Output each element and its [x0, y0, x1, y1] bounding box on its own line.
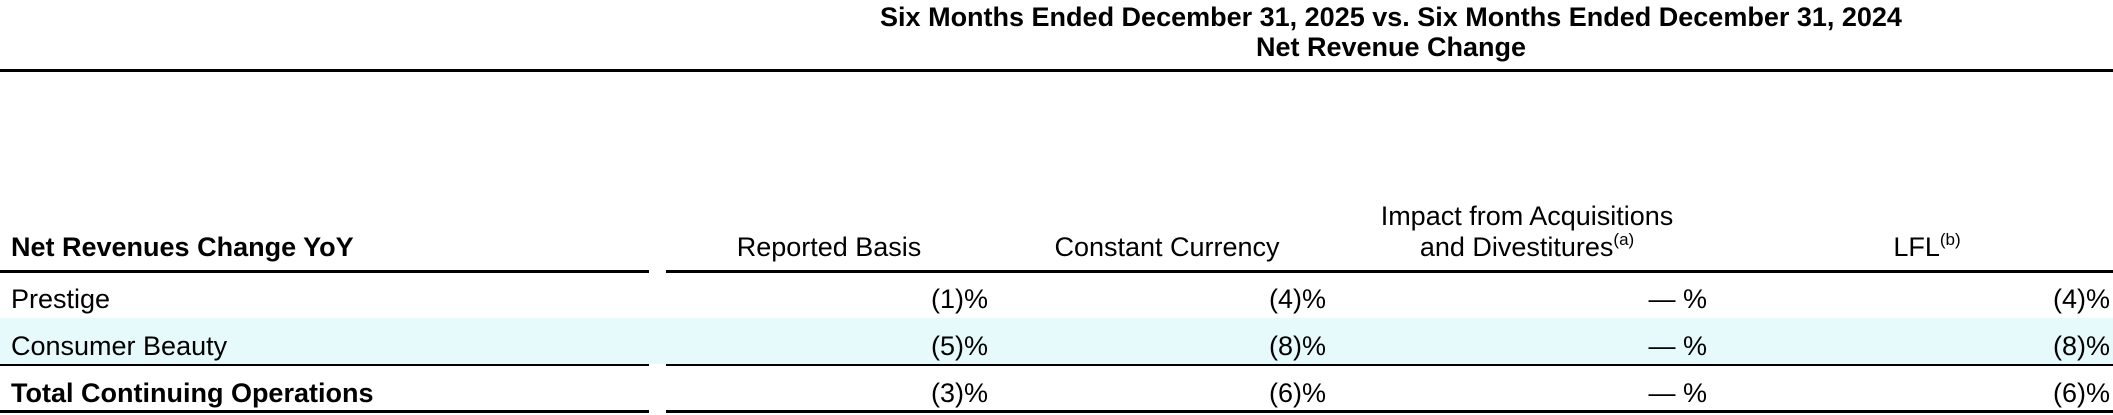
column-rule — [666, 270, 2113, 273]
footnote-marker: (b) — [1939, 230, 1961, 249]
column-header: LFL(b) — [1893, 231, 1960, 263]
cell-value: (6)% — [2052, 378, 2110, 408]
cell-value: (1)% — [930, 284, 988, 314]
header-title: Six Months Ended December 31, 2025 vs. S… — [880, 2, 1902, 32]
column-rule — [0, 270, 649, 273]
column-header: Constant Currency — [1054, 231, 1279, 263]
cell-value: (4)% — [1268, 284, 1326, 314]
column-header: and Divestitures(a) — [1420, 231, 1634, 263]
header-subtitle: Net Revenue Change — [1255, 32, 1527, 62]
cell-value: (3)% — [930, 378, 988, 408]
row-label: Prestige — [11, 284, 111, 314]
row-label: Consumer Beauty — [11, 331, 228, 361]
cell-value: — % — [1648, 284, 1707, 314]
cell-value: (5)% — [930, 331, 988, 361]
cell-value: — % — [1648, 378, 1707, 408]
total-rule — [0, 364, 649, 366]
total-rule — [666, 364, 2113, 366]
column-header: Net Revenues Change YoY — [11, 231, 354, 263]
bottom-rule — [666, 410, 2113, 413]
footnote-marker: (a) — [1613, 230, 1635, 249]
column-header-text: Net Revenues Change YoY — [11, 232, 354, 262]
cell-value: (8)% — [2052, 331, 2110, 361]
column-header-text: Reported Basis — [736, 232, 922, 262]
cell-value: (6)% — [1268, 378, 1326, 408]
column-header-text: Impact from Acquisitions — [1380, 201, 1674, 231]
column-header: Impact from Acquisitions — [1381, 200, 1674, 232]
header-rule — [0, 69, 2113, 72]
row-shading — [0, 318, 2113, 364]
cell-value: (4)% — [2052, 284, 2110, 314]
column-header: Reported Basis — [737, 231, 922, 263]
cell-value: — % — [1648, 331, 1707, 361]
cell-value: (8)% — [1268, 331, 1326, 361]
row-label: Total Continuing Operations — [11, 378, 374, 408]
column-header-text: and Divestitures — [1419, 232, 1614, 262]
column-header-text: LFL — [1893, 232, 1940, 262]
bottom-rule — [0, 410, 649, 413]
column-header-text: Constant Currency — [1054, 232, 1280, 262]
